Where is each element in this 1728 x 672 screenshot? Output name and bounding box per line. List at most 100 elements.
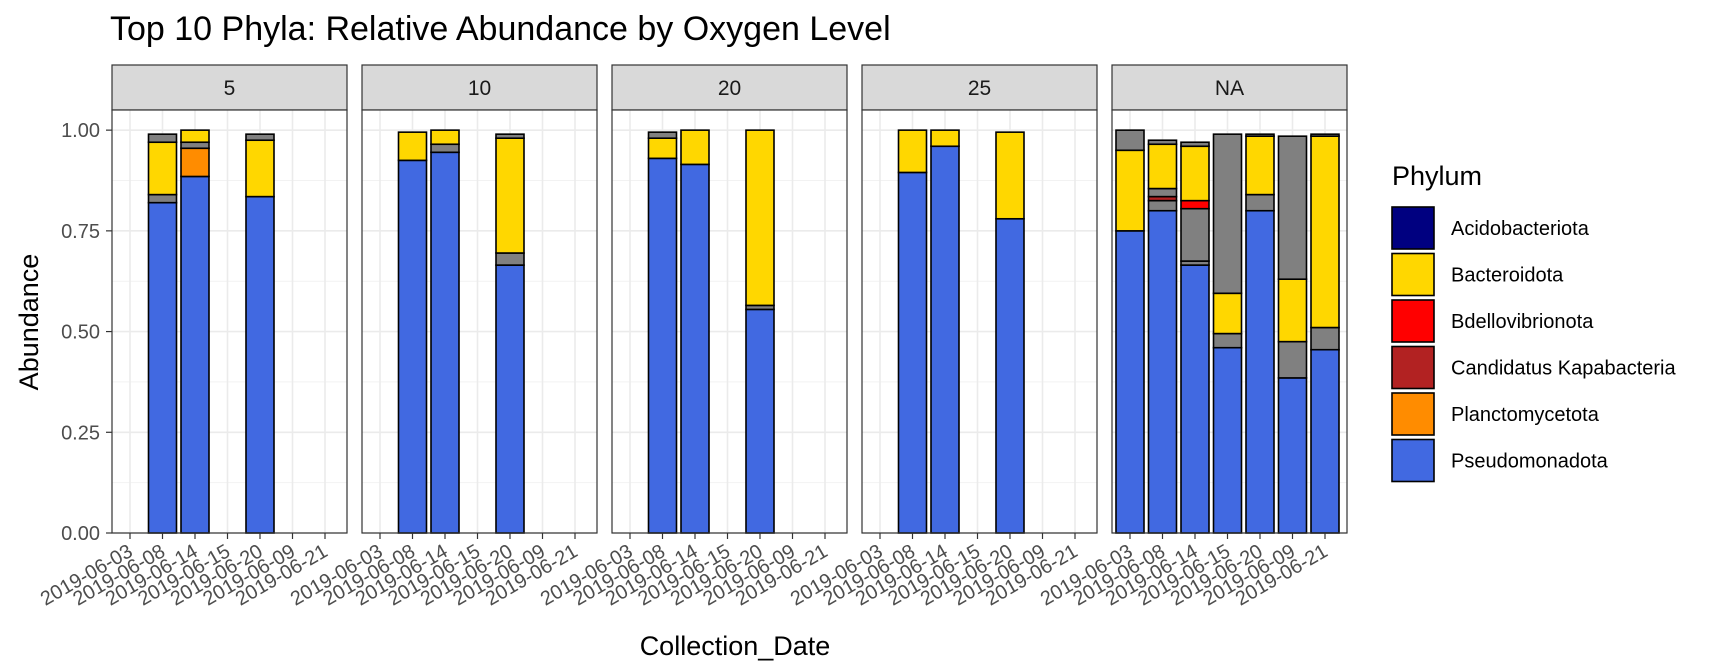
facet-strip-label: NA — [1215, 77, 1244, 100]
x-axis-title: Collection_Date — [640, 631, 831, 661]
stacked-bar — [1310, 133, 1340, 534]
bar-segment — [1277, 340, 1308, 379]
bar-segment — [180, 175, 210, 534]
bar-segment — [430, 143, 460, 154]
stacked-bar — [1277, 135, 1308, 534]
bar-segment — [1212, 292, 1243, 335]
facet-strip-label: 25 — [968, 77, 991, 100]
panel-border — [111, 109, 348, 534]
bar-segment — [1277, 135, 1308, 280]
bar-segment — [647, 131, 678, 140]
stacked-bar — [245, 133, 275, 534]
bar-segment — [1277, 278, 1308, 343]
bar-segment — [1180, 199, 1210, 210]
y-tick-label: 0.25 — [61, 422, 100, 444]
legend-label: Candidatus Kapabacteria — [1451, 358, 1676, 380]
legend-item: Bdellovibrionota — [1391, 299, 1594, 343]
bar-segment — [647, 157, 678, 534]
facet-panel-10: 102019-06-032019-06-082019-06-142019-06-… — [287, 64, 598, 610]
stacked-bar — [897, 129, 928, 534]
bar-segment — [495, 264, 525, 534]
legend-item: Planctomycetota — [1391, 392, 1600, 436]
stacked-bar — [180, 129, 210, 534]
legend-key — [1391, 206, 1435, 250]
bar-segment — [1180, 145, 1210, 202]
facet-panel-25: 252019-06-032019-06-082019-06-142019-06-… — [787, 64, 1098, 610]
bar-segment — [1245, 209, 1275, 534]
legend-key — [1391, 252, 1435, 297]
stacked-bar — [995, 131, 1025, 534]
facet-strip — [611, 64, 848, 111]
bar-segment — [1277, 377, 1308, 534]
stacked-bar — [1212, 133, 1243, 534]
panel-border — [611, 109, 848, 534]
bar-segment — [495, 137, 525, 254]
bar-segment — [1310, 326, 1340, 351]
stacked-bar — [745, 129, 775, 534]
y-tick-label: 0.00 — [61, 523, 100, 545]
bar-segment — [1147, 143, 1178, 190]
bar-segment — [245, 195, 275, 534]
bar-segment — [245, 139, 275, 198]
y-axis: 0.00 0.25 0.50 0.75 1.00 — [61, 120, 112, 545]
bar-segment — [1147, 209, 1178, 534]
y-tick-label: 1.00 — [61, 120, 100, 142]
legend-key — [1391, 345, 1435, 390]
stacked-bar — [680, 129, 710, 534]
bar-segment — [1212, 332, 1243, 349]
bar-segment — [680, 163, 710, 534]
stacked-bar — [397, 131, 428, 534]
panel-border — [361, 109, 598, 534]
legend-item: Bacteroidota — [1391, 252, 1564, 297]
facet-strip — [1111, 64, 1348, 111]
bar-segment — [745, 308, 775, 534]
legend-title: Phylum — [1392, 161, 1482, 191]
legend-item: Pseudomonadota — [1391, 438, 1609, 483]
facet-strip-label: 20 — [718, 77, 741, 100]
legend: Phylum Acidobacteriota Bacteroidota Bdello… — [1391, 161, 1676, 483]
facet-strip-label: 5 — [224, 77, 236, 100]
panel-background — [112, 110, 347, 533]
stacked-bar — [647, 131, 678, 534]
facet-strip — [361, 64, 598, 111]
bar-segment — [147, 193, 178, 204]
panel-border — [861, 109, 1098, 534]
panel-border — [1111, 109, 1348, 534]
bar-segment — [1180, 264, 1210, 534]
bar-segment — [1310, 135, 1340, 329]
bar-segment — [745, 129, 775, 307]
bar-segment — [1115, 129, 1145, 152]
bar-segment — [180, 141, 210, 150]
stacked-bar — [1245, 133, 1275, 534]
legend-label: Bdellovibrionota — [1451, 311, 1594, 333]
bar-segment — [930, 129, 960, 148]
bar-segment — [147, 141, 178, 196]
facet-strip-label: 10 — [468, 77, 491, 100]
stacked-bar — [1180, 141, 1210, 534]
stacked-bar — [495, 133, 525, 534]
panel-background — [362, 110, 597, 533]
chart-title: Top 10 Phyla: Relative Abundance by Oxyg… — [110, 10, 891, 48]
legend-key — [1391, 299, 1435, 343]
facet-strip — [111, 64, 348, 111]
bar-segment — [1245, 135, 1275, 196]
facet-panel-5: 52019-06-032019-06-082019-06-142019-06-1… — [37, 64, 348, 610]
bar-segment — [680, 129, 710, 166]
bar-segment — [397, 159, 428, 534]
bar-segment — [1245, 133, 1275, 137]
bar-segment — [1147, 187, 1178, 198]
bar-segment — [180, 129, 210, 144]
facet-panel-20: 202019-06-032019-06-082019-06-142019-06-… — [537, 64, 848, 610]
bar-segment — [1245, 193, 1275, 212]
bar-segment — [180, 147, 210, 178]
bar-segment — [495, 133, 525, 140]
bar-segment — [1115, 149, 1145, 232]
stacked-bar — [930, 129, 960, 534]
stacked-bar — [147, 133, 178, 534]
bar-segment — [647, 137, 678, 160]
bar-segment — [245, 133, 275, 142]
bar-segment — [897, 129, 928, 174]
legend-label: Bacteroidota — [1451, 265, 1564, 287]
facet-strip — [861, 64, 1098, 111]
